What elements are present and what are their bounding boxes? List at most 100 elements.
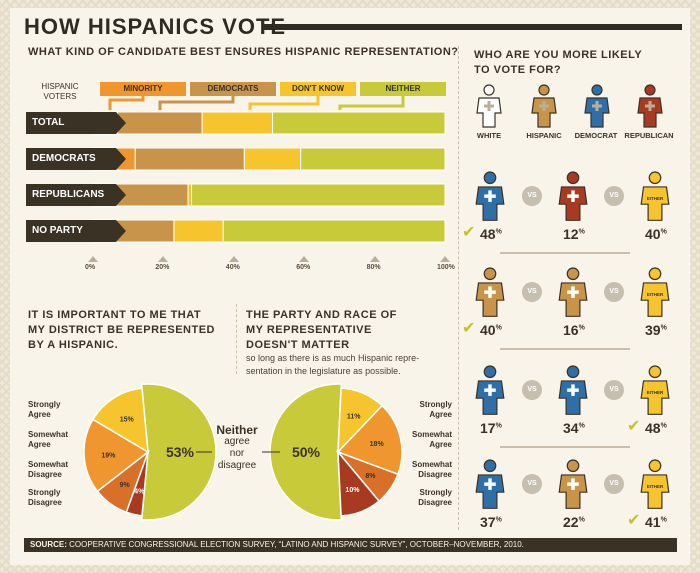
pie-right-title-line: MY REPRESENTATIVE bbox=[246, 324, 372, 336]
figure-compare-left bbox=[475, 459, 505, 509]
neither-line-4: disagree bbox=[217, 460, 257, 471]
vs-badge: VS bbox=[522, 474, 542, 494]
bar-segment-don-t-know bbox=[187, 183, 193, 207]
either-label: EITHER bbox=[647, 292, 664, 297]
row-label-total: TOTAL bbox=[26, 112, 126, 134]
axis-tick-arrow bbox=[440, 256, 450, 262]
vote-percent: 22% bbox=[563, 514, 585, 530]
figure-either: EITHER bbox=[640, 267, 670, 317]
either-label: EITHER bbox=[647, 390, 664, 395]
figure-compare-left bbox=[475, 171, 505, 221]
label-line: Strongly bbox=[28, 400, 61, 409]
axis-tick-arrow bbox=[158, 256, 169, 262]
neither-label: Neither agree nor disagree bbox=[212, 424, 262, 472]
vote-percent-value: 48 bbox=[645, 420, 661, 436]
vote-percent-value: 34 bbox=[563, 420, 579, 436]
vote-percent: 12% bbox=[563, 226, 585, 242]
vote-percent-value: 12 bbox=[563, 226, 579, 242]
vote-percent-suffix: % bbox=[660, 228, 667, 236]
check-icon: ✔ bbox=[462, 320, 476, 337]
axis-tick-arrow bbox=[88, 256, 98, 262]
vote-percent-suffix: % bbox=[495, 422, 502, 430]
pie-right-label-strongly-agree: Strongly Agree bbox=[412, 400, 452, 420]
vote-percent-suffix: % bbox=[660, 516, 667, 524]
neither-line-1: Neither bbox=[216, 423, 258, 437]
pie-slice-label: 8% bbox=[365, 473, 376, 480]
header-white: WHITE bbox=[476, 131, 502, 140]
bar-segment-neither bbox=[272, 111, 446, 135]
pie-right-label-strongly-disagree: Strongly Disagree bbox=[406, 488, 452, 508]
legend-connector bbox=[248, 96, 320, 110]
label-line: Disagree bbox=[418, 498, 452, 507]
vote-percent: 16% bbox=[563, 322, 585, 338]
header-democrat: DEMOCRAT bbox=[574, 131, 618, 140]
vote-percent-value: 16 bbox=[563, 322, 579, 338]
label-line: Strongly bbox=[419, 488, 452, 497]
label-line: Disagree bbox=[28, 498, 62, 507]
hispanic-voters-label: HISPANIC VOTERS bbox=[41, 82, 79, 101]
pie-right-label-somewhat-disagree: Somewhat Disagree bbox=[400, 460, 452, 480]
vote-percent: 41% bbox=[645, 514, 667, 530]
pie-left-label-strongly-agree: Strongly Agree bbox=[28, 400, 60, 420]
pie-left-title-line: MY DISTRICT BE REPRESENTED bbox=[28, 324, 215, 336]
pie-neither-label: 53% bbox=[166, 444, 195, 460]
bar-segment-don-t-know bbox=[243, 147, 302, 171]
vote-percent: 39% bbox=[645, 322, 667, 338]
axis-tick-label: 100% bbox=[437, 264, 455, 271]
vote-percent: 40% bbox=[480, 322, 502, 338]
row-divider bbox=[500, 252, 630, 254]
label-line: Agree bbox=[429, 410, 452, 419]
pie-left-label-somewhat-disagree: Somewhat Disagree bbox=[28, 460, 68, 480]
figure-either: EITHER bbox=[640, 365, 670, 415]
vote-percent-suffix: % bbox=[578, 516, 585, 524]
vs-badge: VS bbox=[604, 474, 624, 494]
column-divider bbox=[458, 46, 459, 530]
row-divider bbox=[500, 446, 630, 448]
pie-slice-label: 15% bbox=[120, 416, 135, 423]
vs-badge: VS bbox=[604, 186, 624, 206]
legend-connector bbox=[338, 96, 405, 110]
label-line: Agree bbox=[28, 410, 51, 419]
check-icon: ✔ bbox=[627, 418, 641, 435]
pie-left-label-somewhat-agree: Somewhat Agree bbox=[28, 430, 68, 450]
figure-compare-left bbox=[475, 267, 505, 317]
vote-percent: 37% bbox=[480, 514, 502, 530]
label-line: Disagree bbox=[418, 470, 452, 479]
title-rule bbox=[262, 24, 682, 30]
vote-percent-suffix: % bbox=[660, 422, 667, 430]
header-hispanic: HISPANIC bbox=[526, 131, 562, 140]
row-label-no-party: NO PARTY bbox=[26, 220, 126, 242]
vote-percent-suffix: % bbox=[660, 324, 667, 332]
vote-percent-suffix: % bbox=[495, 228, 502, 236]
row-label-democrats: DEMOCRATS bbox=[26, 148, 126, 170]
vote-percent-suffix: % bbox=[578, 422, 585, 430]
figure-republican bbox=[637, 84, 663, 128]
vote-percent-value: 41 bbox=[645, 514, 661, 530]
axis-tick-label: 40% bbox=[225, 264, 240, 271]
check-icon: ✔ bbox=[627, 512, 641, 529]
legend-dont-know: DON'T KNOW bbox=[280, 82, 356, 96]
vs-badge: VS bbox=[604, 380, 624, 400]
figure-democrat bbox=[584, 84, 610, 128]
vote-percent-suffix: % bbox=[495, 324, 502, 332]
figure-compare-left bbox=[475, 365, 505, 415]
vote-title-line: TO VOTE FOR? bbox=[474, 64, 562, 76]
figure-hispanic bbox=[531, 84, 557, 128]
pie-slice-label: 11% bbox=[347, 414, 361, 421]
pie-right-title-line: THE PARTY AND RACE OF bbox=[246, 309, 397, 321]
pie-slice-somewhat-agree bbox=[83, 418, 150, 493]
label-line: Strongly bbox=[28, 488, 61, 497]
label-line: Somewhat bbox=[28, 460, 69, 469]
vote-percent-suffix: % bbox=[495, 516, 502, 524]
pie-slice-label: 4% bbox=[134, 489, 145, 496]
figure-either: EITHER bbox=[640, 459, 670, 509]
vote-percent-value: 22 bbox=[563, 514, 579, 530]
pie-right-title: THE PARTY AND RACE OF MY REPRESENTATIVE … bbox=[246, 308, 397, 353]
pie-left-title-line: IT IS IMPORTANT TO ME THAT bbox=[28, 309, 202, 321]
pie-neither-label: 50% bbox=[292, 444, 321, 460]
vote-percent: 48% bbox=[480, 226, 502, 242]
axis-tick-arrow bbox=[228, 256, 239, 262]
footer-text: COOPERATIVE CONGRESSIONAL ELECTION SURVE… bbox=[66, 540, 524, 549]
pie-slice-strongly-agree bbox=[91, 387, 149, 454]
axis-tick-label: 80% bbox=[366, 264, 381, 271]
